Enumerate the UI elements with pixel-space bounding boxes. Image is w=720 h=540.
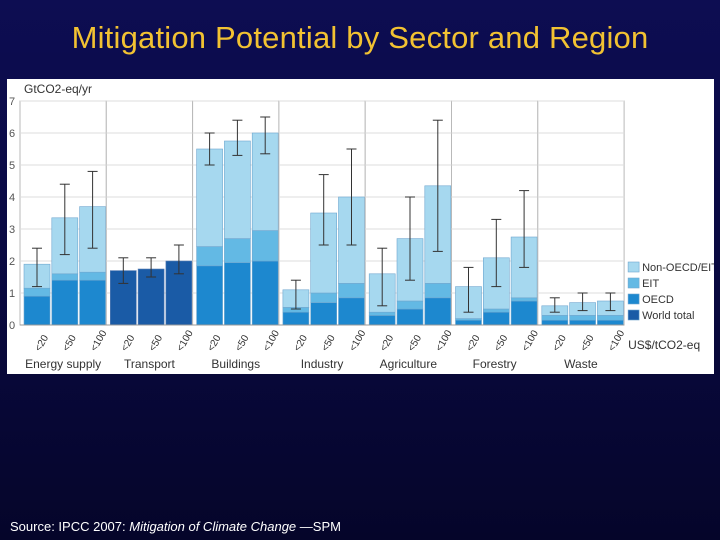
cost-tick-label: <100 [348, 328, 369, 353]
y-tick-label: 0 [9, 320, 15, 332]
bar-segment-eit [310, 292, 338, 303]
sector-label: Industry [301, 357, 344, 371]
bar-segment-oecd [51, 279, 79, 326]
y-tick-label: 4 [9, 192, 15, 204]
cost-tick-label: <100 [520, 328, 541, 353]
bar-segment-oecd [597, 319, 624, 326]
bar-segment-oecd [569, 319, 596, 326]
x-axis-label: US$/tCO2-eq [628, 338, 700, 352]
bar-segment-oecd [224, 262, 251, 326]
bar-segment-eit [541, 315, 569, 321]
source-suffix: —SPM [296, 519, 341, 534]
bar-segment-eit [196, 246, 223, 267]
cost-tick-label: <20 [551, 333, 569, 354]
bar-segment-oecd [482, 311, 510, 326]
bar-segment-oecd [79, 279, 106, 326]
cost-tick-label: <100 [606, 328, 627, 353]
sector-panel [537, 100, 625, 326]
bar-segment-oecd [310, 302, 338, 326]
bar-segment-oecd [396, 308, 424, 326]
bar-segment-oecd [510, 300, 538, 326]
bar-segment-eit [597, 315, 624, 321]
bar-segment-oecd [424, 297, 452, 326]
bar-segment-eit [224, 238, 251, 263]
legend-swatch [627, 293, 640, 305]
cost-tick-label: <20 [206, 333, 224, 354]
bar-segment-oecd [196, 265, 223, 326]
cost-tick-label: <50 [492, 333, 510, 354]
cost-tick-label: <20 [119, 333, 137, 354]
bar-segment-oecd [455, 319, 482, 326]
legend-label: Non-OECD/EIT [642, 262, 714, 274]
bar-segment-eit [338, 283, 365, 299]
legend-label: EIT [642, 278, 659, 290]
cost-tick-label: <100 [434, 328, 455, 353]
y-tick-label: 7 [9, 96, 15, 108]
legend-label: World total [642, 310, 694, 322]
sector-label: Buildings [211, 357, 260, 371]
y-tick-label: 2 [9, 256, 15, 268]
bar-segment-eit [368, 311, 396, 316]
bar-segment-oecd [541, 319, 569, 326]
bar-segment-oecd [338, 297, 365, 326]
y-axis-label: GtCO2-eq/yr [24, 82, 92, 96]
cost-tick-label: <50 [147, 333, 165, 354]
y-tick-label: 1 [9, 288, 15, 300]
bar-segment-oecd [282, 311, 310, 326]
source-prefix: Source: IPCC 2007: [10, 519, 130, 534]
bar-segment-eit [251, 230, 279, 262]
cost-tick-label: <20 [465, 333, 483, 354]
cost-tick-label: <100 [89, 328, 110, 353]
cost-tick-label: <50 [579, 333, 597, 354]
cost-tick-label: <100 [175, 328, 196, 353]
bar-segment-eit [569, 315, 596, 321]
bar-segment-eit [79, 271, 106, 281]
legend-swatch [627, 309, 640, 321]
cost-tick-label: <20 [33, 333, 51, 354]
cost-tick-label: <50 [406, 333, 424, 354]
bar-segment-eit [510, 297, 538, 302]
sector-label: Waste [564, 357, 598, 371]
sector-label: Forestry [473, 357, 517, 371]
bar-segment-eit [424, 283, 452, 299]
bar-segment-non-oecd-eit [224, 140, 251, 239]
cost-tick-label: <50 [320, 333, 338, 354]
sector-label: Agriculture [380, 357, 438, 371]
y-tick-label: 6 [9, 128, 15, 140]
legend-swatch [627, 261, 640, 273]
slide-title: Mitigation Potential by Sector and Regio… [71, 20, 649, 55]
legend-label: OECD [642, 294, 674, 306]
bar-segment-oecd [251, 260, 279, 326]
sector-label: Transport [124, 357, 176, 371]
cost-tick-label: <100 [261, 328, 282, 353]
cost-tick-label: <50 [233, 333, 251, 354]
bar-segment-oecd [23, 295, 51, 326]
y-tick-label: 5 [9, 160, 15, 172]
cost-tick-label: <20 [378, 333, 396, 354]
cost-tick-label: <20 [292, 333, 310, 354]
legend-swatch [627, 277, 640, 289]
bar-segment-eit [23, 287, 51, 297]
source-citation: Source: IPCC 2007: Mitigation of Climate… [10, 519, 341, 534]
bar-segment-oecd [368, 315, 396, 326]
bar-segment-eit [396, 300, 424, 310]
y-tick-label: 3 [9, 224, 15, 236]
mitigation-chart: 0 1 2 3 4 5 6 7 GtCO2-eq/yr <20 <50 <100 Energy supp… [9, 82, 714, 371]
bar-segment-eit [482, 308, 510, 313]
source-title: Mitigation of Climate Change [129, 519, 297, 534]
chart-panel: 0 1 2 3 4 5 6 7 GtCO2-eq/yr <20 <50 <100 Energy supp… [7, 79, 714, 374]
cost-tick-label: <50 [61, 333, 79, 354]
sector-label: Energy supply [25, 357, 101, 371]
bar-segment-eit [51, 273, 79, 281]
